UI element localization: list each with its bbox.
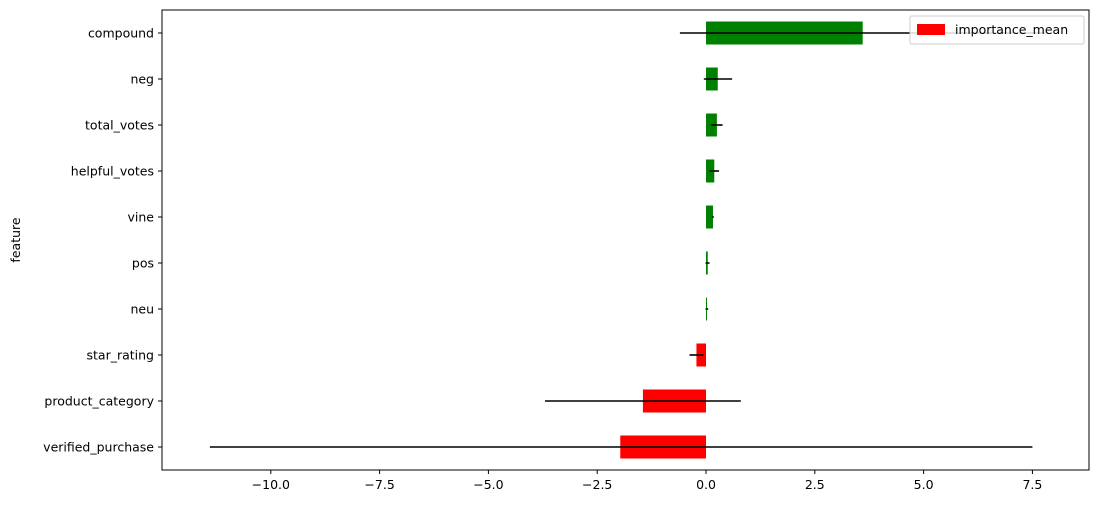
y-tick-label: vine xyxy=(128,210,155,225)
error-bars-layer xyxy=(209,32,1046,448)
x-tick-label: 2.5 xyxy=(805,477,825,492)
x-tick-label: −10.0 xyxy=(252,477,290,492)
legend-label: importance_mean xyxy=(955,22,1068,37)
legend-swatch xyxy=(917,24,945,35)
x-tick-label: 0.0 xyxy=(696,477,716,492)
bars-layer xyxy=(620,21,863,459)
plot-frame xyxy=(161,9,1090,471)
x-tick-label: −7.5 xyxy=(364,477,394,492)
y-tick-label: helpful_votes xyxy=(71,164,154,179)
y-tick-label: neg xyxy=(130,72,154,87)
y-tick-label: compound xyxy=(88,26,154,41)
y-axis-label: feature xyxy=(8,217,23,262)
y-tick-label: product_category xyxy=(44,394,154,409)
legend: importance_mean xyxy=(909,15,1085,45)
x-axis-ticks: −10.0 −7.5 −5.0 −2.5 0.0 2.5 5.0 7.5 xyxy=(252,470,1042,492)
y-tick-label: verified_purchase xyxy=(43,440,154,455)
y-tick-label: neu xyxy=(130,302,154,317)
bar-vine xyxy=(706,205,713,229)
y-tick-label: star_rating xyxy=(87,348,155,363)
x-tick-label: −5.0 xyxy=(473,477,503,492)
x-tick-label: −2.5 xyxy=(582,477,612,492)
y-tick-label: pos xyxy=(132,256,154,271)
legend-box xyxy=(909,15,1085,45)
y-tick-label: total_votes xyxy=(85,118,154,133)
x-tick-label: 7.5 xyxy=(1022,477,1042,492)
x-tick-label: 5.0 xyxy=(914,477,934,492)
